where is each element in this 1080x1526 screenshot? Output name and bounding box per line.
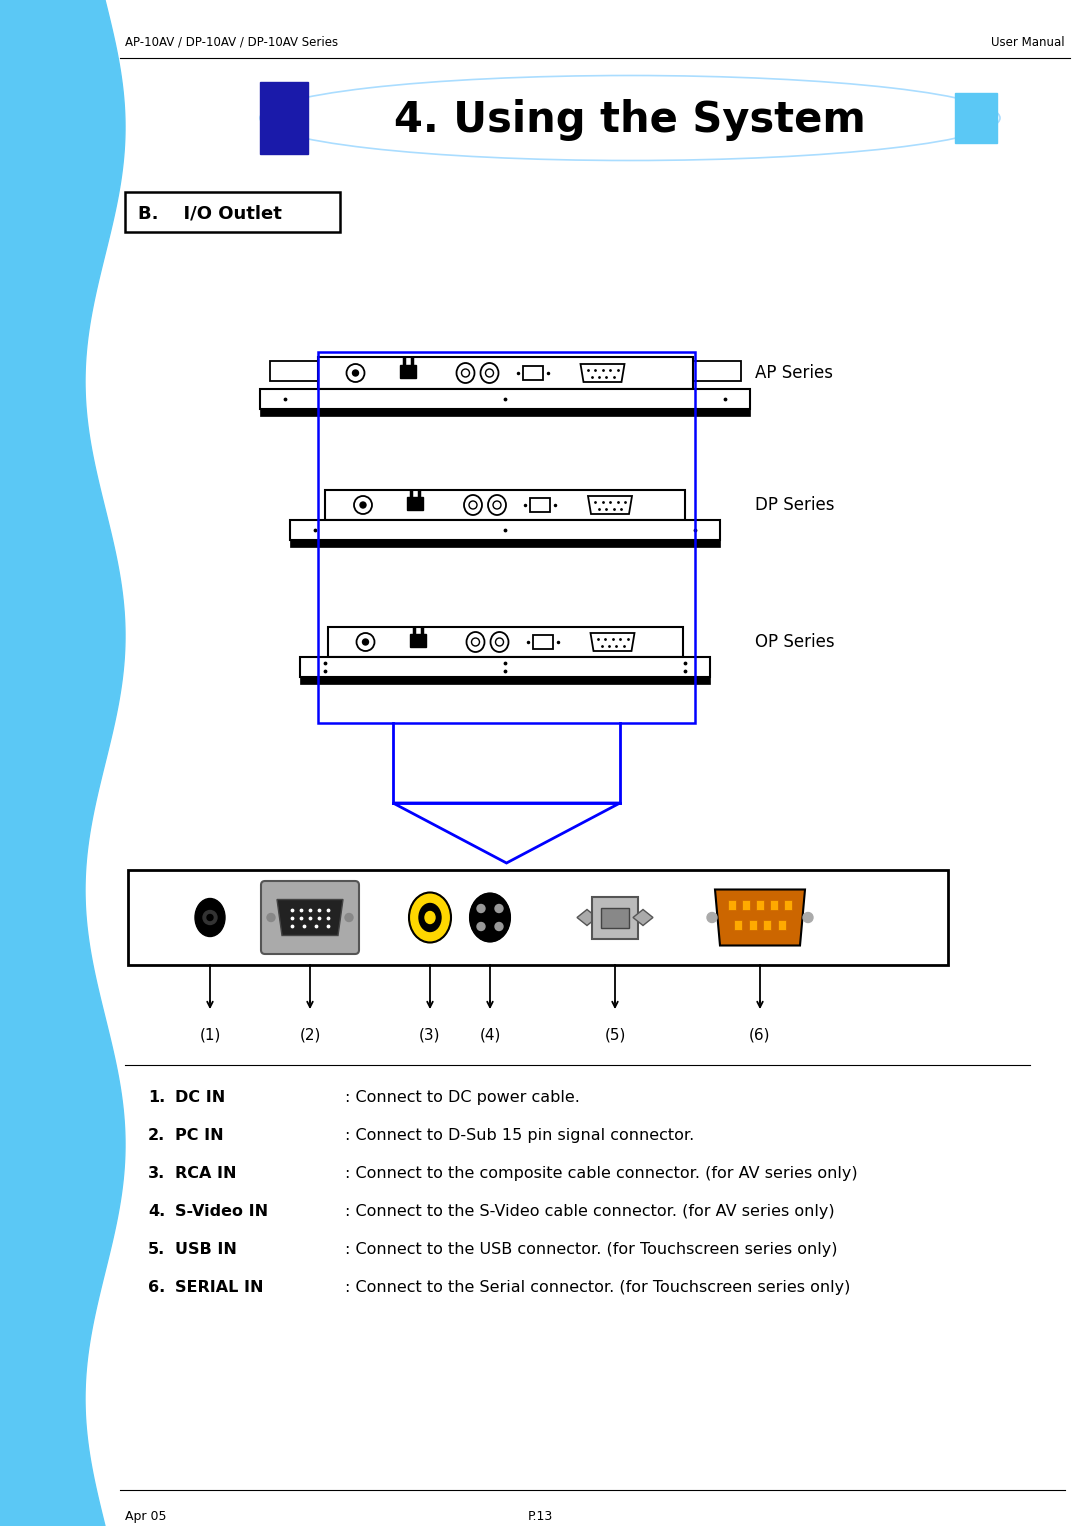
Text: 4.: 4. (148, 1204, 165, 1219)
Polygon shape (715, 890, 805, 946)
Polygon shape (276, 899, 343, 935)
Bar (600, 908, 629, 928)
Bar (300, 678, 710, 684)
Text: P.13: P.13 (527, 1511, 553, 1523)
Circle shape (345, 914, 353, 922)
Bar (318, 357, 692, 389)
Ellipse shape (470, 894, 510, 942)
Text: : Connect to the USB connector. (for Touchscreen series only): : Connect to the USB connector. (for Tou… (345, 1242, 837, 1257)
Bar (318, 357, 692, 362)
Bar (764, 920, 771, 929)
Text: : Connect to DC power cable.: : Connect to DC power cable. (345, 1090, 580, 1105)
Circle shape (207, 914, 213, 920)
Text: 1.: 1. (148, 1090, 165, 1105)
Text: 4. Using the System: 4. Using the System (394, 99, 866, 140)
Bar (291, 540, 720, 546)
Polygon shape (409, 633, 426, 647)
FancyBboxPatch shape (261, 881, 359, 954)
Bar (530, 497, 550, 513)
Text: AP-10AV / DP-10AV / DP-10AV Series: AP-10AV / DP-10AV / DP-10AV Series (125, 35, 338, 49)
Bar (955, 93, 997, 143)
Text: : Connect to the S-Video cable connector. (for AV series only): : Connect to the S-Video cable connector… (345, 1204, 835, 1219)
Bar (784, 899, 792, 909)
Bar (523, 366, 542, 380)
Circle shape (363, 639, 368, 645)
Bar (742, 899, 750, 909)
Polygon shape (633, 909, 653, 925)
Circle shape (203, 911, 217, 925)
Text: RCA IN: RCA IN (175, 1166, 237, 1181)
Circle shape (477, 923, 485, 931)
Bar (125, 192, 340, 232)
Text: (2): (2) (299, 1029, 321, 1042)
Circle shape (707, 913, 717, 923)
Polygon shape (0, 0, 125, 1526)
Bar (260, 82, 308, 154)
Bar (778, 920, 786, 929)
Bar (325, 490, 685, 520)
Text: 2.: 2. (148, 1128, 165, 1143)
Text: : Connect to the Serial connector. (for Touchscreen series only): : Connect to the Serial connector. (for … (345, 1280, 850, 1296)
FancyBboxPatch shape (592, 896, 638, 938)
Text: Apr 05: Apr 05 (125, 1511, 166, 1523)
Text: B.    I/O Outlet: B. I/O Outlet (138, 204, 282, 221)
Bar (260, 389, 750, 409)
Bar (734, 920, 742, 929)
Bar (756, 899, 764, 909)
Polygon shape (400, 365, 416, 378)
Text: (4): (4) (480, 1029, 501, 1042)
Ellipse shape (426, 911, 435, 923)
Circle shape (495, 923, 503, 931)
Circle shape (477, 905, 485, 913)
Bar (270, 362, 318, 382)
Text: : Connect to D-Sub 15 pin signal connector.: : Connect to D-Sub 15 pin signal connect… (345, 1128, 694, 1143)
Bar (728, 899, 735, 909)
Bar (532, 635, 553, 649)
Text: USB IN: USB IN (175, 1242, 237, 1257)
Text: 6.: 6. (148, 1280, 165, 1296)
Ellipse shape (409, 893, 451, 943)
Circle shape (267, 914, 275, 922)
Text: (5): (5) (605, 1029, 625, 1042)
Text: AP Series: AP Series (755, 365, 833, 382)
Ellipse shape (195, 899, 225, 937)
Text: (3): (3) (419, 1029, 441, 1042)
Text: User Manual: User Manual (991, 35, 1065, 49)
Text: 3.: 3. (148, 1166, 165, 1181)
Text: S-Video IN: S-Video IN (175, 1204, 268, 1219)
Text: (1): (1) (200, 1029, 220, 1042)
Polygon shape (577, 909, 597, 925)
Bar (129, 870, 948, 964)
Text: DP Series: DP Series (755, 496, 835, 514)
Circle shape (352, 369, 359, 375)
Bar (300, 658, 710, 678)
Bar (692, 362, 741, 382)
Circle shape (360, 502, 366, 508)
Circle shape (495, 905, 503, 913)
Text: : Connect to the composite cable connector. (for AV series only): : Connect to the composite cable connect… (345, 1166, 858, 1181)
Text: OP Series: OP Series (755, 633, 835, 652)
Text: DC IN: DC IN (175, 1090, 226, 1105)
Text: PC IN: PC IN (175, 1128, 224, 1143)
Circle shape (804, 913, 813, 923)
Bar (291, 520, 720, 540)
Bar (318, 353, 696, 723)
Text: (6): (6) (750, 1029, 771, 1042)
Text: SERIAL IN: SERIAL IN (175, 1280, 264, 1296)
Text: 5.: 5. (148, 1242, 165, 1257)
Bar (770, 899, 778, 909)
Ellipse shape (419, 903, 441, 931)
Bar (748, 920, 757, 929)
Bar (260, 409, 750, 417)
Bar (327, 627, 683, 658)
Polygon shape (407, 497, 423, 510)
